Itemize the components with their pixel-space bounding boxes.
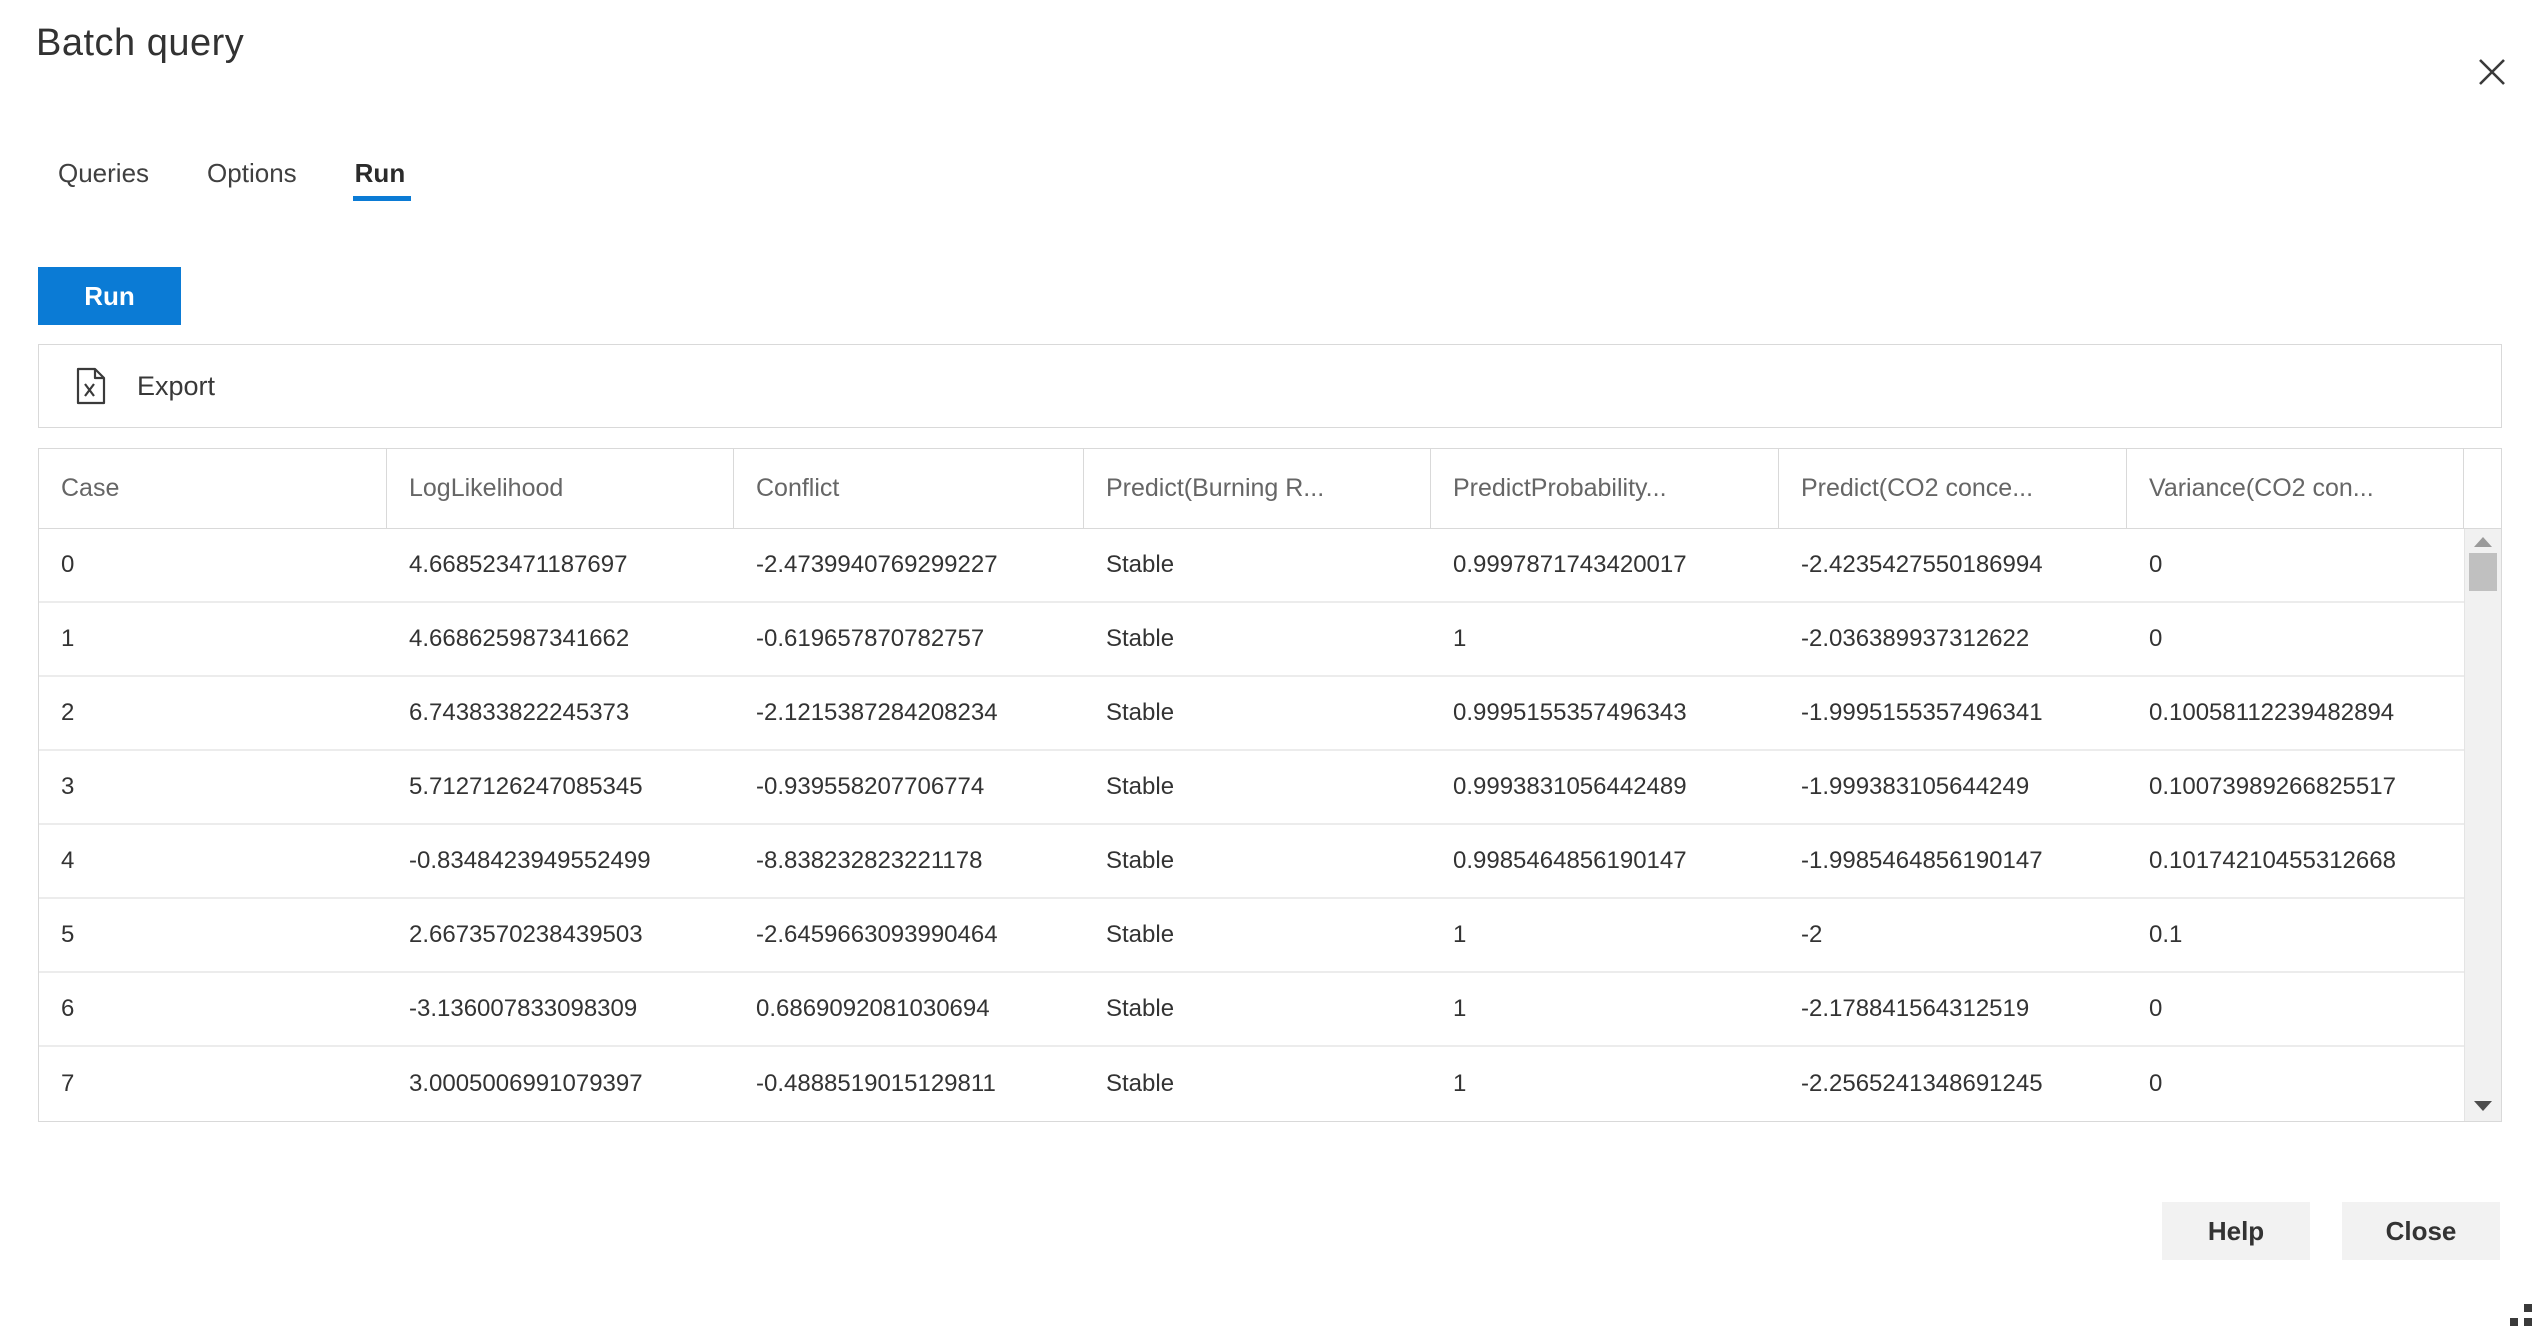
export-label: Export [137,370,216,401]
table-cell: -2.6459663093990464 [756,921,998,948]
table-cell: Stable [1106,995,1175,1022]
table-cell: 2.6673570238439503 [409,921,643,948]
scroll-down-button[interactable] [2465,1095,2501,1117]
column-header[interactable]: LogLikelihood [387,449,734,528]
results-table: Case LogLikelihood Conflict Predict(Burning… [38,448,2502,1122]
tab-run[interactable]: Run [352,158,411,201]
table-cell: 6 [61,995,75,1022]
table-cell: 2 [61,699,75,726]
table-cell: -2.4235427550186994 [1801,551,2043,578]
table-cell: 3.0005006991079397 [409,1070,643,1097]
table-row[interactable]: 1 4.668625987341662 -0.619657870782757 Stab… [39,603,2464,677]
table-cell: 1 [1453,625,1467,652]
run-button[interactable]: Run [38,267,181,325]
table-cell: -2.1215387284208234 [756,699,998,726]
table-cell: 0.9985464856190147 [1453,847,1687,874]
table-cell: 0.1 [2149,921,2183,948]
table-cell: -1.9985464856190147 [1801,847,2043,874]
tab-bar: Queries Options Run [58,158,411,201]
table-cell: -0.4888519015129811 [756,1070,996,1097]
table-cell: -2.178841564312519 [1801,995,2030,1022]
table-cell: 0.10058112239482894 [2149,699,2395,726]
close-icon[interactable] [2472,52,2512,92]
column-header[interactable]: Variance(CO2 con... [2127,449,2464,528]
scroll-up-button[interactable] [2465,531,2501,553]
table-cell: -0.8348423949552499 [409,847,651,874]
table-cell: Stable [1106,1070,1175,1097]
close-button[interactable]: Close [2342,1202,2500,1260]
table-cell: -2.036389937312622 [1801,625,2030,652]
excel-file-icon [73,366,109,406]
table-cell: -1.9995155357496341 [1801,699,2043,726]
table-cell: 1 [61,625,75,652]
table-row[interactable]: 5 2.6673570238439503 -2.6459663093990464 St… [39,899,2464,973]
table-cell: 4.668523471187697 [409,551,628,578]
vertical-scrollbar[interactable] [2464,529,2501,1121]
resize-grip-icon[interactable] [2506,1302,2532,1328]
triangle-down-icon [2474,1101,2492,1111]
table-row[interactable]: 0 4.668523471187697 -2.4739940769299227 Sta… [39,529,2464,603]
table-cell: Stable [1106,699,1175,726]
table-cell: 5.7127126247085345 [409,773,643,800]
table-cell: 1 [1453,995,1467,1022]
table-cell: -2.2565241348691245 [1801,1070,2043,1097]
table-cell: 0.10174210455312668 [2149,847,2396,874]
table-cell: 0 [2149,551,2163,578]
table-cell: 0 [61,551,75,578]
column-header[interactable]: Case [39,449,387,528]
page-title: Batch query [36,22,245,64]
triangle-up-icon [2474,537,2492,547]
table-cell: -8.838232823221178 [756,847,983,874]
table-row[interactable]: 6 -3.136007833098309 0.6869092081030694 Sta… [39,973,2464,1047]
table-cell: 0.9997871743420017 [1453,551,1687,578]
table-cell: 4 [61,847,75,874]
table-cell: 0.9995155357496343 [1453,699,1687,726]
tab-queries[interactable]: Queries [58,158,150,188]
table-body: 0 4.668523471187697 -2.4739940769299227 Sta… [39,529,2501,1121]
column-header[interactable]: PredictProbability... [1431,449,1779,528]
table-cell: 0.9993831056442489 [1453,773,1687,800]
table-cell: 6.743833822245373 [409,699,630,726]
table-cell: 1 [1453,921,1467,948]
tab-options[interactable]: Options [207,158,297,188]
table-row[interactable]: 2 6.743833822245373 -2.1215387284208234 Sta… [39,677,2464,751]
column-header[interactable]: Predict(Burning R... [1084,449,1431,528]
table-row[interactable]: 4 -0.8348423949552499 -8.838232823221178 St… [39,825,2464,899]
table-header-row: Case LogLikelihood Conflict Predict(Burning… [39,449,2501,529]
table-cell: 7 [61,1070,75,1097]
column-header[interactable]: Predict(CO2 conce... [1779,449,2127,528]
table-cell: Stable [1106,847,1175,874]
table-cell: 3 [61,773,75,800]
table-row[interactable]: 3 5.7127126247085345 -0.939558207706774 Sta… [39,751,2464,825]
table-cell: -2.4739940769299227 [756,551,998,578]
table-cell: 1 [1453,1070,1467,1097]
export-button[interactable]: Export [39,345,215,427]
export-toolbar: Export [38,344,2502,428]
table-cell: 0.6869092081030694 [756,995,990,1022]
table-cell: -0.939558207706774 [756,773,985,800]
column-header[interactable]: Conflict [734,449,1084,528]
table-cell: Stable [1106,551,1175,578]
table-cell: 0 [2149,995,2163,1022]
table-cell: 0 [2149,625,2163,652]
scrollbar-thumb[interactable] [2469,553,2497,591]
table-cell: -1.999383105644249 [1801,773,2030,800]
table-cell: -2 [1801,921,1823,948]
help-button[interactable]: Help [2162,1202,2310,1260]
table-cell: -3.136007833098309 [409,995,638,1022]
table-cell: 0 [2149,1070,2163,1097]
table-cell: -0.619657870782757 [756,625,985,652]
table-cell: 0.10073989266825517 [2149,773,2396,800]
table-cell: Stable [1106,625,1175,652]
table-cell: 5 [61,921,75,948]
table-row[interactable]: 7 3.0005006991079397 -0.4888519015129811 St… [39,1047,2464,1121]
table-cell: Stable [1106,921,1175,948]
table-cell: 4.668625987341662 [409,625,630,652]
close-x-icon [2479,59,2505,85]
table-cell: Stable [1106,773,1175,800]
